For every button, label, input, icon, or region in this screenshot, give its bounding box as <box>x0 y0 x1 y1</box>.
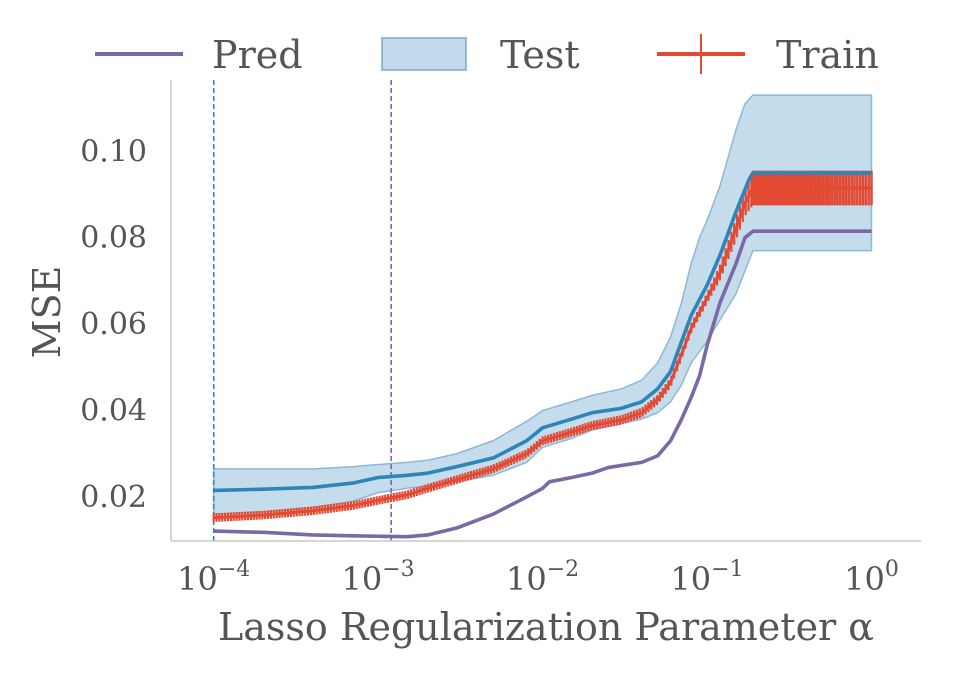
legend: Pred Test Train <box>95 33 879 77</box>
y-axis-label: MSE <box>25 266 69 359</box>
x-tick-label: 10−4 <box>177 557 250 598</box>
legend-entry-pred: Pred <box>95 33 303 77</box>
line-layer <box>213 171 872 539</box>
test-line <box>213 171 872 493</box>
legend-test-label: Test <box>500 33 580 77</box>
x-tick-label: 100 <box>844 557 899 598</box>
x-tick-label: 10−3 <box>342 557 415 598</box>
legend-test-swatch <box>381 37 467 71</box>
test-band-layer <box>212 94 873 515</box>
x-tick-labels: 10−4 10−3 10−2 10−1 100 <box>177 557 899 598</box>
train-line <box>213 186 872 520</box>
legend-entry-train: Train <box>657 33 879 77</box>
train-layer <box>212 170 873 522</box>
y-tick-labels: 0.02 0.04 0.06 0.08 0.10 <box>80 134 147 515</box>
y-tick-label: 0.08 <box>80 221 147 256</box>
y-tick-label: 0.10 <box>80 134 147 169</box>
pred-line <box>213 229 872 539</box>
x-axis-label: Lasso Regularization Parameter α <box>218 605 874 649</box>
y-tick-label: 0.02 <box>80 480 147 515</box>
legend-pred-label: Pred <box>212 33 303 77</box>
y-tick-label: 0.06 <box>80 307 147 342</box>
vline-layer <box>212 80 392 541</box>
test-band <box>212 94 873 515</box>
legend-entry-test: Test <box>381 33 580 77</box>
legend-train-label: Train <box>776 33 879 77</box>
x-tick-label: 10−1 <box>670 557 743 598</box>
y-tick-label: 0.04 <box>80 394 147 429</box>
x-tick-label: 10−2 <box>506 557 579 598</box>
